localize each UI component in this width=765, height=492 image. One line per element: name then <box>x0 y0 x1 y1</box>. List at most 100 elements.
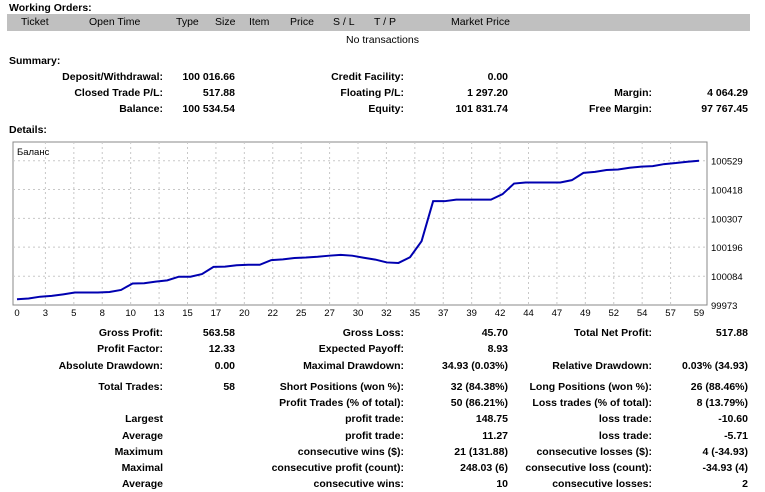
x-tick-label: 15 <box>182 308 193 319</box>
plot-frame <box>12 141 708 306</box>
details-row: Profit Trades (% of total): 50 (86.21%) Lo… <box>0 397 765 412</box>
stat-label: consecutive wins: <box>313 478 404 490</box>
stat-label: Largest <box>125 413 163 425</box>
col-open-time: Open Time <box>89 16 141 28</box>
stat-label: consecutive losses: <box>552 478 652 490</box>
x-tick-label: 47 <box>552 308 563 319</box>
orders-table-header: Ticket Open Time Type Size Item Price S … <box>7 14 750 31</box>
stat-label: Maximum <box>114 446 163 458</box>
x-tick-label: 17 <box>211 308 222 319</box>
stat-value: 1 297.20 <box>467 87 508 99</box>
x-tick-label: 13 <box>154 308 165 319</box>
x-tick-label: 30 <box>353 308 364 319</box>
stat-value: 8 (13.79%) <box>696 397 748 409</box>
stat-label: Deposit/Withdrawal: <box>62 71 163 83</box>
stat-value: 10 <box>496 478 508 490</box>
col-price: Price <box>290 16 314 28</box>
stat-value: 248.03 (6) <box>460 462 508 474</box>
stat-value: 4 064.29 <box>707 87 748 99</box>
stat-value: 0.03% (34.93) <box>682 360 748 372</box>
working-orders-title: Working Orders: <box>9 2 92 14</box>
col-market-price: Market Price <box>451 16 510 28</box>
stat-value: 517.88 <box>715 327 748 339</box>
stat-value: 97 767.45 <box>701 103 748 115</box>
details-title: Details: <box>9 124 47 136</box>
x-tick-label: 49 <box>580 308 591 319</box>
summary-row: Balance: 100 534.54 Equity: 101 831.74 Free … <box>0 103 765 118</box>
stat-value: 32 (84.38%) <box>450 381 508 393</box>
x-tick-label: 20 <box>239 308 250 319</box>
stat-label: Average <box>121 430 163 442</box>
stat-value: 34.93 (0.03%) <box>442 360 508 372</box>
details-row: Maximum consecutive wins ($): 21 (131.88) c… <box>0 446 765 461</box>
stat-value: 100 016.66 <box>182 71 235 83</box>
stat-label: Gross Profit: <box>98 327 163 339</box>
stat-value: 11.27 <box>482 430 508 442</box>
summary-row: Deposit/Withdrawal: 100 016.66 Credit Faci… <box>0 71 765 86</box>
stat-value: 517.88 <box>202 87 235 99</box>
stat-label: Free Margin: <box>588 103 652 115</box>
stat-label: Profit Trades (% of total): <box>279 397 404 409</box>
x-tick-label: 39 <box>466 308 477 319</box>
stat-value: 4 (-34.93) <box>702 446 748 458</box>
stat-label: Maximal <box>121 462 163 474</box>
details-row: Absolute Drawdown: 0.00 Maximal Drawdown: 3… <box>0 360 765 375</box>
stat-label: Credit Facility: <box>331 71 404 83</box>
x-tick-label: 5 <box>71 308 76 319</box>
y-tick-label: 100418 <box>711 186 743 197</box>
x-tick-label: 27 <box>324 308 335 319</box>
summary-title: Summary: <box>9 55 61 67</box>
details-row: Average consecutive wins: 10 consecutive lo… <box>0 478 765 492</box>
balance-line <box>16 159 700 301</box>
x-tick-label: 37 <box>438 308 449 319</box>
stat-label: Average <box>121 478 163 490</box>
y-tick-label: 100196 <box>711 243 743 254</box>
summary-row: Closed Trade P/L: 517.88 Floating P/L: 1 29… <box>0 87 765 102</box>
chart-title: Баланс <box>17 147 50 158</box>
stat-value: 101 831.74 <box>455 103 508 115</box>
stat-value: 8.93 <box>487 343 508 355</box>
col-sl: S / L <box>333 16 355 28</box>
stat-label: Total Trades: <box>98 381 163 393</box>
no-transactions-text: No transactions <box>346 34 419 46</box>
stat-label: Closed Trade P/L: <box>74 87 163 99</box>
stat-label: consecutive wins ($): <box>297 446 404 458</box>
stat-label: Profit Factor: <box>97 343 163 355</box>
stat-value: 58 <box>223 381 235 393</box>
stat-value: 45.70 <box>481 327 508 339</box>
x-tick-label: 52 <box>608 308 619 319</box>
x-tick-label: 35 <box>410 308 421 319</box>
y-tick-label: 100529 <box>711 157 743 168</box>
stat-label: Absolute Drawdown: <box>58 360 163 372</box>
stat-label: Balance: <box>119 103 163 115</box>
stat-value: 21 (131.88) <box>454 446 508 458</box>
stat-value: 0.00 <box>487 71 508 83</box>
stat-label: Margin: <box>614 87 652 99</box>
col-item: Item <box>249 16 270 28</box>
x-tick-label: 22 <box>267 308 278 319</box>
x-tick-label: 3 <box>43 308 48 319</box>
col-size: Size <box>215 16 236 28</box>
stat-label: profit trade: <box>345 413 404 425</box>
details-row: Total Trades: 58 Short Positions (won %): 3… <box>0 381 765 396</box>
stat-value: 12.33 <box>208 343 235 355</box>
stat-label: Gross Loss: <box>342 327 404 339</box>
stat-value: -5.71 <box>724 430 748 442</box>
stat-value: 50 (86.21%) <box>450 397 508 409</box>
stat-value: 26 (88.46%) <box>690 381 748 393</box>
details-row: Maximal consecutive profit (count): 248.03… <box>0 462 765 477</box>
stat-label: Short Positions (won %): <box>279 381 404 393</box>
stat-label: Long Positions (won %): <box>529 381 652 393</box>
stat-value: 100 534.54 <box>182 103 235 115</box>
stat-label: loss trade: <box>598 413 652 425</box>
x-tick-label: 10 <box>125 308 136 319</box>
stat-label: Expected Payoff: <box>318 343 404 355</box>
y-tick-label: 99973 <box>711 301 737 312</box>
x-tick-label: 42 <box>495 308 506 319</box>
details-row: Average profit trade: 11.27 loss trade: -5.7… <box>0 430 765 445</box>
stat-value: 0.00 <box>214 360 235 372</box>
stat-label: consecutive loss (count): <box>525 462 652 474</box>
stat-label: Maximal Drawdown: <box>303 360 404 372</box>
x-tick-label: 57 <box>665 308 676 319</box>
